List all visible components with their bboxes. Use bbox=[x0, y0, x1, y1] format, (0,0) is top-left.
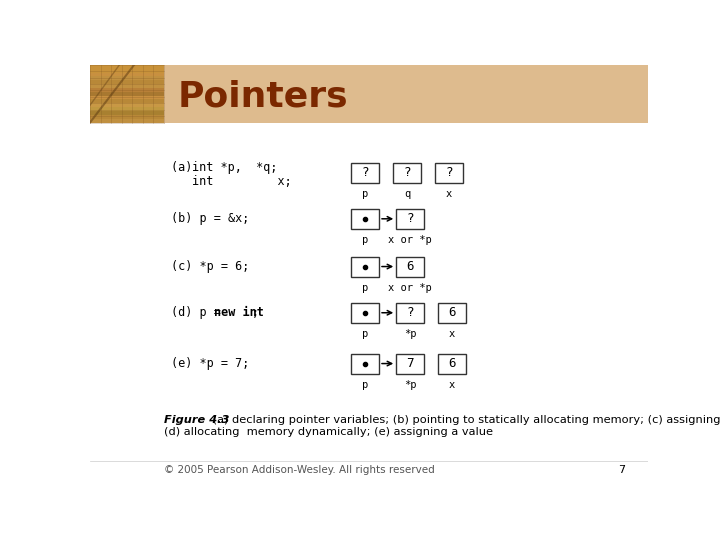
Text: 6: 6 bbox=[448, 357, 456, 370]
Text: (c) *p = 6;: (c) *p = 6; bbox=[171, 260, 250, 273]
Bar bbox=[90, 103, 163, 107]
Bar bbox=[90, 76, 163, 80]
Bar bbox=[90, 80, 163, 84]
Bar bbox=[396, 209, 424, 229]
Text: © 2005 Pearson Addison-Wesley. All rights reserved: © 2005 Pearson Addison-Wesley. All right… bbox=[163, 465, 434, 475]
Text: int *p,  *q;: int *p, *q; bbox=[192, 161, 277, 174]
Text: x or *p: x or *p bbox=[388, 235, 432, 245]
Bar bbox=[438, 303, 466, 323]
Text: 7: 7 bbox=[406, 357, 414, 370]
Text: q: q bbox=[404, 189, 410, 199]
Text: (b) p = &x;: (b) p = &x; bbox=[171, 212, 250, 225]
Text: ;: ; bbox=[252, 306, 259, 319]
Bar bbox=[90, 99, 163, 103]
Text: p: p bbox=[362, 189, 368, 199]
Text: ?: ? bbox=[445, 166, 453, 179]
Text: Pointers: Pointers bbox=[178, 79, 348, 113]
Bar bbox=[90, 72, 163, 76]
Bar bbox=[90, 92, 163, 96]
Text: *p: *p bbox=[404, 329, 416, 339]
Bar bbox=[90, 84, 163, 88]
Bar bbox=[396, 256, 424, 276]
Text: x: x bbox=[446, 189, 452, 199]
Bar bbox=[396, 303, 424, 323]
Bar bbox=[90, 88, 163, 92]
Bar bbox=[90, 65, 163, 69]
Text: p: p bbox=[362, 235, 368, 245]
Bar bbox=[90, 115, 163, 119]
Text: x or *p: x or *p bbox=[388, 283, 432, 293]
Bar bbox=[438, 354, 466, 374]
Bar bbox=[396, 354, 424, 374]
Bar bbox=[90, 111, 163, 115]
Text: int         x;: int x; bbox=[192, 174, 292, 187]
Text: 6: 6 bbox=[406, 260, 414, 273]
Text: ?: ? bbox=[403, 166, 410, 179]
Text: p: p bbox=[362, 380, 368, 390]
Bar bbox=[90, 69, 163, 72]
Text: (a): (a) bbox=[171, 161, 200, 174]
Text: new int: new int bbox=[214, 306, 264, 319]
Bar bbox=[351, 354, 379, 374]
Bar bbox=[351, 303, 379, 323]
Text: ?: ? bbox=[406, 212, 414, 225]
Bar bbox=[90, 107, 163, 111]
Text: (d) p =: (d) p = bbox=[171, 306, 228, 319]
Bar bbox=[90, 65, 648, 123]
Text: 7: 7 bbox=[618, 465, 625, 475]
Bar bbox=[90, 119, 163, 123]
Bar bbox=[351, 163, 379, 183]
Text: p: p bbox=[362, 329, 368, 339]
Text: 6: 6 bbox=[448, 306, 456, 319]
Text: x: x bbox=[449, 380, 455, 390]
Bar bbox=[435, 163, 463, 183]
Text: (a) declaring pointer variables; (b) pointing to statically allocating memory; (: (a) declaring pointer variables; (b) poi… bbox=[209, 415, 720, 425]
Text: ?: ? bbox=[406, 306, 414, 319]
Text: *p: *p bbox=[404, 380, 416, 390]
Bar bbox=[90, 96, 163, 99]
Bar bbox=[351, 209, 379, 229]
Bar bbox=[351, 256, 379, 276]
Text: (e) *p = 7;: (e) *p = 7; bbox=[171, 357, 250, 370]
Text: x: x bbox=[449, 329, 455, 339]
Text: p: p bbox=[362, 283, 368, 293]
Text: ?: ? bbox=[361, 166, 369, 179]
Text: Figure 4.3: Figure 4.3 bbox=[163, 415, 229, 425]
Bar bbox=[393, 163, 421, 183]
Text: (d) allocating  memory dynamically; (e) assigning a value: (d) allocating memory dynamically; (e) a… bbox=[163, 428, 492, 437]
